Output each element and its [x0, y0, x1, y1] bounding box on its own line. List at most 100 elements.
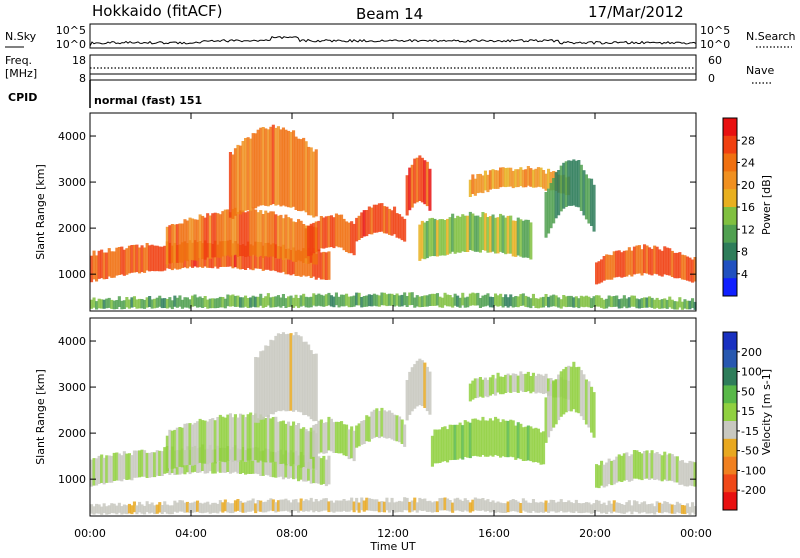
velocity-colorbar-segment [723, 403, 737, 422]
velocity-echo-cell [196, 500, 200, 512]
velocity-echo-cell [279, 421, 283, 464]
power-echo-cell [514, 220, 518, 257]
power-echo-cell [554, 172, 558, 219]
velocity-echo-cell [145, 452, 149, 478]
power-echo-cell [284, 249, 288, 275]
velocity-echo-cell [589, 504, 593, 514]
velocity-echo-cell [557, 501, 561, 513]
power-echo-cell [309, 225, 313, 256]
power-echo-cell [342, 218, 346, 251]
power-echo-cell [92, 297, 96, 308]
power-echo-cell [648, 296, 652, 308]
power-echo-cell [453, 218, 457, 254]
velocity-echo-cell [529, 426, 533, 462]
power-echo-cell [362, 296, 366, 307]
velocity-echo-cell [509, 500, 513, 512]
velocity-echo-cell [193, 422, 197, 465]
velocity-echo-cell [390, 412, 394, 440]
velocity-echo-cell [640, 453, 644, 481]
power-echo-cell [544, 294, 548, 306]
power-echo-cell [663, 246, 667, 275]
velocity-echo-cell [165, 435, 169, 472]
velocity-echo-cell [438, 498, 442, 511]
power-echo-cell [637, 245, 641, 274]
power-echo-cell [456, 295, 460, 307]
velocity-echo-cell [294, 425, 298, 466]
velocity-echo-cell [569, 366, 573, 412]
velocity-echo-cell [266, 414, 270, 461]
power-echo-cell [430, 293, 434, 306]
velocity-echo-cell [564, 502, 568, 513]
power-echo-cell [105, 298, 109, 309]
x-tick-label: 00:00 [680, 527, 712, 540]
velocity-echo-cell [526, 371, 530, 392]
velocity-echo-cell [665, 502, 669, 513]
power-echo-cell [435, 220, 439, 257]
velocity-echo-cell [582, 503, 586, 513]
power-echo-cell [446, 294, 450, 307]
velocity-echo-region [304, 416, 356, 463]
velocity-echo-cell [216, 503, 220, 514]
velocity-echo-cell [276, 333, 280, 411]
velocity-echo-cell [347, 500, 351, 512]
power-echo-cell [443, 292, 447, 306]
power-echo-cell [488, 296, 492, 308]
power-echo-cell [127, 245, 131, 274]
velocity-echo-cell [125, 453, 129, 480]
velocity-echo-cell [127, 503, 131, 514]
power-echo-cell [340, 214, 344, 248]
velocity-echo-cell [317, 501, 321, 513]
velocity-echo-cell [274, 502, 278, 513]
power-echo-cell [223, 209, 227, 256]
power-echo-cell [602, 299, 606, 309]
power-echo-cell [658, 249, 662, 276]
velocity-echo-cell [463, 420, 467, 457]
velocity-echo-cell [223, 499, 227, 512]
power-echo-cell [276, 246, 280, 273]
power-echo-cell [130, 245, 134, 273]
power-echo-cell [191, 218, 195, 261]
power-echo-cell [302, 293, 306, 306]
velocity-echo-cell [542, 375, 546, 394]
power-echo-cell [584, 295, 588, 307]
power-echo-cell [271, 296, 275, 308]
power-echo-cell [115, 300, 119, 309]
power-echo-cell [509, 215, 513, 254]
power-echo-cell [120, 300, 124, 310]
power-echo-cell [347, 222, 351, 254]
velocity-echo-cell [486, 420, 490, 457]
power-echo-cell [256, 296, 260, 308]
power-echo-cell [395, 293, 399, 306]
velocity-echo-cell [208, 419, 212, 463]
power-echo-cell [458, 216, 462, 253]
velocity-echo-cell [249, 448, 253, 474]
velocity-echo-cell [120, 455, 124, 482]
velocity-echo-cell [183, 423, 187, 466]
power-echo-cell [428, 218, 432, 257]
velocity-echo-cell [395, 501, 399, 513]
velocity-echo-cell [425, 366, 429, 412]
power-echo-cell [589, 298, 593, 308]
velocity-echo-cell [276, 500, 280, 512]
power-echo-cell [403, 292, 407, 306]
power-echo-cell [266, 129, 270, 207]
velocity-echo-cell [453, 424, 457, 460]
power-echo-cell [494, 217, 498, 254]
velocity-echo-cell [499, 422, 503, 458]
nave-label: Nave [746, 64, 774, 77]
power-echo-cell [660, 250, 664, 277]
velocity-echo-cell [665, 454, 669, 482]
power-echo-cell [317, 220, 321, 252]
power-echo-cell [496, 217, 500, 254]
velocity-echo-cell [115, 452, 119, 481]
velocity-echo-cell [691, 461, 695, 487]
power-echo-cell [246, 137, 250, 211]
power-echo-cell [610, 296, 614, 308]
power-echo-cell [390, 210, 394, 236]
power-echo-region [595, 244, 697, 285]
velocity-echo-cell [203, 502, 207, 513]
power-echo-cell [607, 254, 611, 280]
power-echo-cell [183, 219, 187, 261]
power-echo-cell [261, 297, 265, 308]
power-echo-cell [592, 296, 596, 307]
